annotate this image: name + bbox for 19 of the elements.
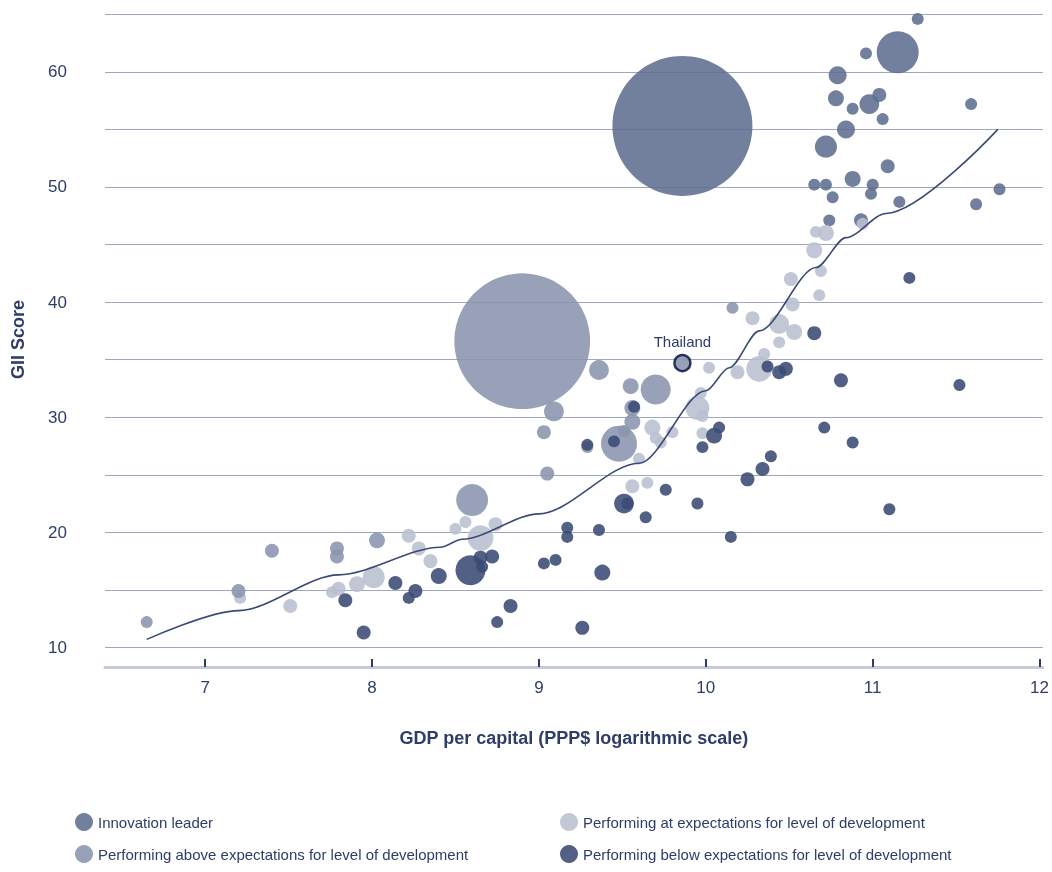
y-tick-label: 50 [48, 177, 67, 197]
x-tick-label: 12 [1030, 678, 1050, 697]
y-tick-label: 20 [48, 522, 67, 542]
x-axis-title: GDP per capital (PPP$ logarithmic scale) [399, 728, 749, 748]
legend-label: Performing above expectations for level of development [98, 845, 470, 863]
y-tick-label: 60 [48, 62, 67, 82]
y-tick-label: 30 [48, 407, 67, 427]
y-tick-label: 10 [48, 637, 67, 657]
x-tick-label: 9 [534, 678, 544, 697]
x-tick-label: 7 [200, 678, 210, 697]
annotation: Thailand [653, 333, 712, 351]
y-tick-label: 40 [48, 292, 67, 312]
legend-label: Performing at expectations for level of development [583, 813, 926, 831]
y-axis-title: GII Score [8, 299, 28, 380]
x-tick-label: 11 [863, 678, 882, 697]
x-tick-label: 10 [696, 678, 716, 697]
legend-label: Performing below expectations for level of development [583, 845, 953, 863]
legend-label: Innovation leader [98, 813, 214, 831]
x-tick-label: 8 [367, 678, 377, 697]
